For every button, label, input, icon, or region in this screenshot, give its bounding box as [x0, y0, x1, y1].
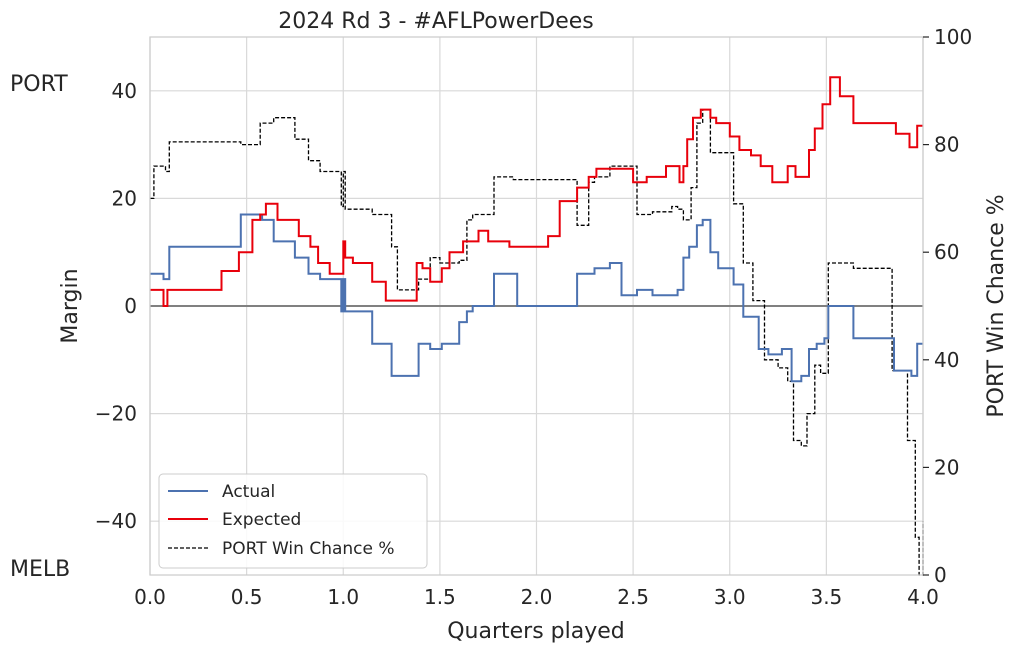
y2-tick-labels: 0 20 40 60 80 100	[923, 25, 972, 587]
y-tick-label: 0	[124, 294, 137, 318]
y-tick-label: 20	[112, 186, 137, 210]
y-tick-label: −20	[95, 402, 137, 426]
series-line-port-win-chance	[150, 108, 924, 576]
y-tick-label: 40	[112, 79, 137, 103]
team-bottom-label: MELB	[10, 557, 70, 582]
plot-frame	[149, 36, 924, 576]
x-tick-label: 2.5	[617, 585, 649, 609]
legend-label-win-chance: PORT Win Chance %	[222, 539, 395, 559]
x-tick-label: 1.0	[327, 585, 359, 609]
y2-axis-label: PORT Win Chance %	[984, 194, 1009, 417]
x-tick-labels: 0.0 0.5 1.0 1.5 2.0 2.5 3.0 3.5 4.0	[134, 585, 939, 609]
series-line-expected	[150, 76, 923, 307]
x-tick-label: 2.0	[521, 585, 553, 609]
y2-tick-label: 0	[934, 563, 947, 587]
legend-box	[158, 473, 428, 569]
y-tick-labels: −40 −20 0 20 40	[95, 79, 137, 533]
legend-label-expected: Expected	[222, 510, 301, 530]
chart-title: 2024 Rd 3 - #AFLPowerDees	[278, 9, 594, 34]
x-tick-label: 3.5	[810, 585, 842, 609]
legend-label-actual: Actual	[222, 482, 275, 502]
x-tick-label: 0.0	[134, 585, 166, 609]
team-top-label: PORT	[10, 72, 68, 97]
series-layer	[150, 76, 924, 576]
y-axis-label: Margin	[58, 268, 83, 343]
x-tick-label: 4.0	[907, 585, 939, 609]
y2-tick-label: 60	[934, 240, 959, 264]
x-axis-label: Quarters played	[447, 619, 625, 644]
y2-tick-label: 20	[934, 455, 959, 479]
x-tick-label: 3.0	[714, 585, 746, 609]
y2-tick-label: 40	[934, 348, 959, 372]
x-tick-label: 1.5	[424, 585, 456, 609]
y-tick-label: −40	[95, 509, 137, 533]
legend: Actual Expected PORT Win Chance %	[158, 473, 428, 569]
y2-tick-label: 100	[934, 25, 972, 49]
x-tick-label: 0.5	[231, 585, 263, 609]
series-line-actual	[150, 213, 923, 383]
y2-tick-label: 80	[934, 133, 959, 157]
